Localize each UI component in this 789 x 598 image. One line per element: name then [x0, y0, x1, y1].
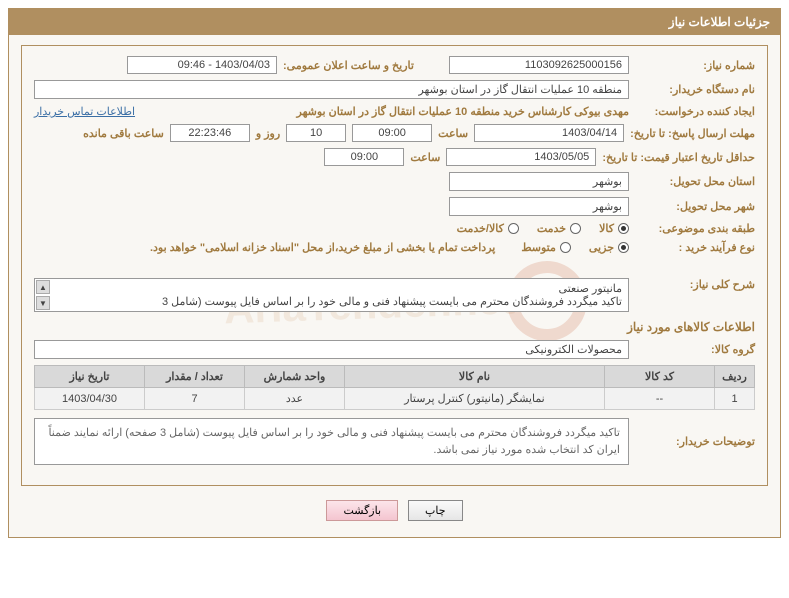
label-need-number: شماره نیاز: — [635, 59, 755, 72]
label-need-summary: شرح کلی نیاز: — [635, 278, 755, 291]
label-response-deadline: مهلت ارسال پاسخ: تا تاریخ: — [630, 127, 755, 140]
field-days-remaining: 10 — [286, 124, 346, 142]
back-button[interactable]: بازگشت — [326, 500, 398, 521]
radio-goods-service[interactable]: کالا/خدمت — [457, 222, 519, 235]
row-summary: شرح کلی نیاز: مانیتور صنعتی تاکید میگردد… — [34, 278, 755, 312]
cell-code: -- — [605, 388, 715, 410]
table-header-row: ردیف کد کالا نام کالا واحد شمارش تعداد /… — [35, 366, 755, 388]
scroll-down-icon[interactable]: ▼ — [36, 296, 50, 310]
radio-dot-icon — [508, 223, 519, 234]
field-time-remaining: 22:23:46 — [170, 124, 250, 142]
cell-row: 1 — [715, 388, 755, 410]
row-purchase-type: نوع فرآیند خرید : جزیی متوسط پرداخت تمام… — [34, 241, 755, 254]
th-qty: تعداد / مقدار — [145, 366, 245, 388]
radio-dot-icon — [618, 223, 629, 234]
scroll-up-icon[interactable]: ▲ — [36, 280, 50, 294]
row-response-deadline: مهلت ارسال پاسخ: تا تاریخ: 1403/04/14 سا… — [34, 124, 755, 142]
items-table: ردیف کد کالا نام کالا واحد شمارش تعداد /… — [34, 365, 755, 410]
panel-title: جزئیات اطلاعات نیاز — [9, 9, 780, 35]
summary-line1: مانیتور صنعتی — [41, 282, 622, 295]
row-need-number: شماره نیاز: 1103092625000156 تاریخ و ساع… — [34, 56, 755, 74]
th-name: نام کالا — [345, 366, 605, 388]
radio-service[interactable]: خدمت — [537, 222, 581, 235]
label-purchase-type: نوع فرآیند خرید : — [635, 241, 755, 254]
label-requester: ایجاد کننده درخواست: — [635, 105, 755, 118]
field-requester: مهدی بیوکی کارشناس خرید منطقه 10 عملیات … — [141, 105, 629, 118]
radio-medium-label: متوسط — [521, 241, 556, 254]
radio-minor[interactable]: جزیی — [589, 241, 629, 254]
category-radio-group: کالا خدمت کالا/خدمت — [457, 222, 629, 235]
label-delivery-city: شهر محل تحویل: — [635, 200, 755, 213]
th-row: ردیف — [715, 366, 755, 388]
cell-unit: عدد — [245, 388, 345, 410]
th-unit: واحد شمارش — [245, 366, 345, 388]
payment-note: پرداخت تمام یا بخشی از مبلغ خرید،از محل … — [150, 241, 495, 254]
label-hour-1: ساعت — [438, 127, 468, 140]
row-goods-group: گروه کالا: محصولات الکترونیکی — [34, 340, 755, 359]
field-need-number[interactable]: 1103092625000156 — [449, 56, 629, 74]
row-delivery-city: شهر محل تحویل: بوشهر — [34, 197, 755, 216]
items-section-title: اطلاعات کالاهای مورد نیاز — [34, 320, 755, 334]
label-hour-2: ساعت — [410, 151, 440, 164]
row-requester: ایجاد کننده درخواست: مهدی بیوکی کارشناس … — [34, 105, 755, 118]
row-buyer-notes: توضیحات خریدار: تاکید میگردد فروشندگان م… — [34, 418, 755, 465]
label-goods-group: گروه کالا: — [635, 343, 755, 356]
th-need-date: تاریخ نیاز — [35, 366, 145, 388]
label-announce-datetime: تاریخ و ساعت اعلان عمومی: — [283, 59, 443, 72]
row-price-validity: حداقل تاریخ اعتبار قیمت: تا تاریخ: 1403/… — [34, 148, 755, 166]
field-price-validity-date[interactable]: 1403/05/05 — [446, 148, 596, 166]
th-code: کد کالا — [605, 366, 715, 388]
cell-need-date: 1403/04/30 — [35, 388, 145, 410]
radio-goods-service-label: کالا/خدمت — [457, 222, 504, 235]
field-announce-datetime[interactable]: 1403/04/03 - 09:46 — [127, 56, 277, 74]
radio-medium[interactable]: متوسط — [521, 241, 571, 254]
details-panel: جزئیات اطلاعات نیاز AriaTender.net شماره… — [8, 8, 781, 538]
buyer-notes-box[interactable]: تاکید میگردد فروشندگان محترم می بایست پی… — [34, 418, 629, 465]
label-price-validity: حداقل تاریخ اعتبار قیمت: تا تاریخ: — [602, 151, 755, 164]
field-goods-group[interactable]: محصولات الکترونیکی — [34, 340, 629, 359]
row-delivery-province: استان محل تحویل: بوشهر — [34, 172, 755, 191]
radio-minor-label: جزیی — [589, 241, 614, 254]
radio-goods-label: کالا — [599, 222, 614, 235]
summary-textarea[interactable]: مانیتور صنعتی تاکید میگردد فروشندگان محت… — [34, 278, 629, 312]
field-response-date[interactable]: 1403/04/14 — [474, 124, 624, 142]
label-buyer-notes: توضیحات خریدار: — [635, 435, 755, 448]
field-delivery-city[interactable]: بوشهر — [449, 197, 629, 216]
radio-dot-icon — [570, 223, 581, 234]
field-response-hour[interactable]: 09:00 — [352, 124, 432, 142]
row-buyer-org: نام دستگاه خریدار: منطقه 10 عملیات انتقا… — [34, 80, 755, 99]
footer-buttons: چاپ بازگشت — [21, 490, 768, 527]
table-row[interactable]: 1 -- نمایشگر (مانیتور) کنترل پرستار عدد … — [35, 388, 755, 410]
buyer-contact-link[interactable]: اطلاعات تماس خریدار — [34, 105, 135, 118]
row-category: طبقه بندی موضوعی: کالا خدمت کالا/خدمت — [34, 222, 755, 235]
inner-box: AriaTender.net شماره نیاز: 1103092625000… — [21, 45, 768, 486]
field-buyer-org[interactable]: منطقه 10 عملیات انتقال گاز در استان بوشه… — [34, 80, 629, 99]
label-days-and: روز و — [256, 127, 280, 140]
radio-goods[interactable]: کالا — [599, 222, 629, 235]
cell-name: نمایشگر (مانیتور) کنترل پرستار — [345, 388, 605, 410]
field-price-validity-hour[interactable]: 09:00 — [324, 148, 404, 166]
purchase-radio-group: جزیی متوسط — [521, 241, 629, 254]
field-delivery-province[interactable]: بوشهر — [449, 172, 629, 191]
radio-dot-icon — [560, 242, 571, 253]
label-delivery-province: استان محل تحویل: — [635, 175, 755, 188]
radio-dot-icon — [618, 242, 629, 253]
print-button[interactable]: چاپ — [408, 500, 463, 521]
label-category: طبقه بندی موضوعی: — [635, 222, 755, 235]
label-remaining: ساعت باقی مانده — [83, 127, 164, 140]
cell-qty: 7 — [145, 388, 245, 410]
label-buyer-org: نام دستگاه خریدار: — [635, 83, 755, 96]
panel-body: AriaTender.net شماره نیاز: 1103092625000… — [9, 35, 780, 537]
summary-line2: تاکید میگردد فروشندگان محترم می بایست پی… — [41, 295, 622, 308]
radio-service-label: خدمت — [537, 222, 566, 235]
